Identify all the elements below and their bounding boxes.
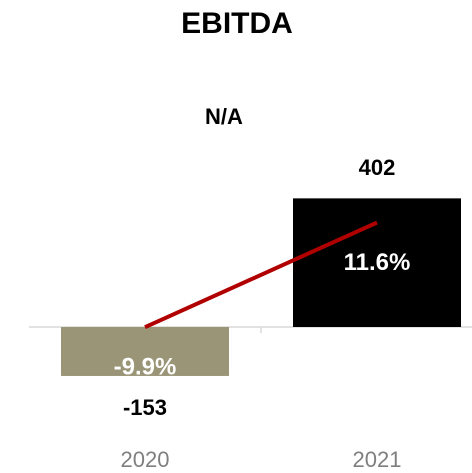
bar [61, 327, 229, 376]
annotation: N/A [205, 104, 243, 129]
margin-label: 11.6% [344, 249, 411, 276]
x-tick-label: 2021 [353, 447, 402, 472]
bar-value-label: 402 [359, 155, 396, 180]
chart-title: EBITDA [181, 7, 293, 40]
margin-label: -9.9% [114, 354, 177, 381]
bar [293, 198, 461, 327]
x-tick-label: 2020 [121, 447, 170, 472]
margin-line [144, 220, 378, 330]
bar-value-label: -153 [123, 395, 167, 420]
